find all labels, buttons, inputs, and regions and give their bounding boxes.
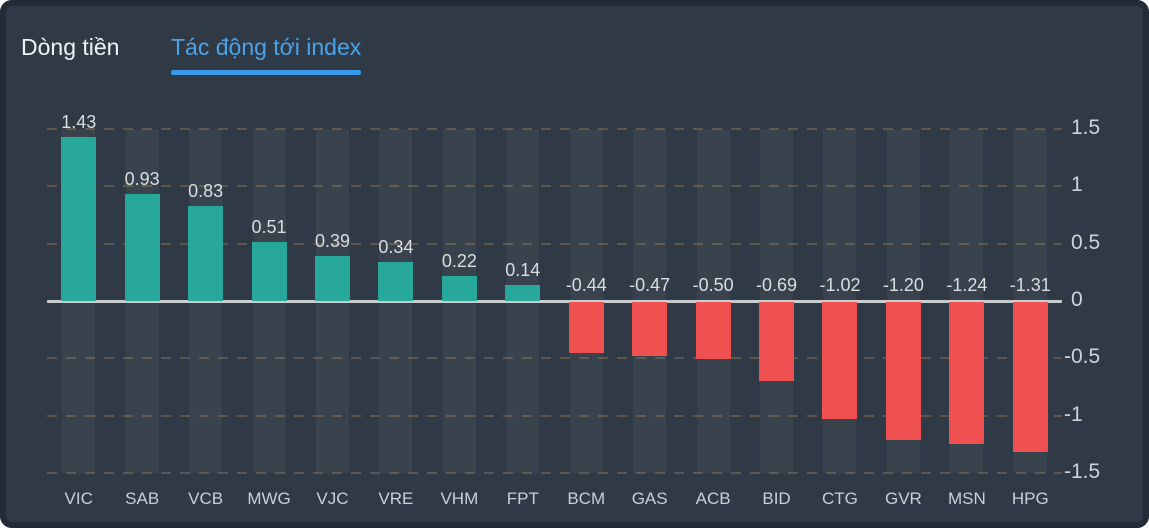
- bar-value-label: -0.44: [565, 275, 607, 295]
- bar-vjc[interactable]: [314, 256, 350, 301]
- x-axis-label: VRE: [378, 489, 414, 508]
- gridline: [47, 414, 1062, 417]
- gridline: [47, 127, 1062, 130]
- y-axis-tick-label: -1: [1064, 402, 1083, 426]
- bar-value-label: 0.22: [441, 250, 477, 271]
- bar-msn[interactable]: [949, 302, 985, 445]
- bar-value-label: -0.50: [692, 275, 734, 295]
- bar-gvr[interactable]: [885, 302, 921, 440]
- x-axis-label: BID: [762, 489, 791, 508]
- y-axis-tick-label: -0.5: [1064, 345, 1101, 369]
- bar-value-label: 1.43: [61, 111, 97, 132]
- x-axis-label: VHM: [440, 489, 479, 508]
- bar-value-label: 0.39: [314, 231, 350, 252]
- bar-hpg[interactable]: [1012, 302, 1048, 453]
- bar-vcb[interactable]: [188, 205, 224, 301]
- gridline: [47, 242, 1062, 245]
- y-axis-tick-label: 0.5: [1071, 230, 1101, 254]
- bar-value-label: -1.24: [946, 275, 988, 295]
- x-axis-label: HPG: [1011, 489, 1049, 508]
- bar-fpt[interactable]: [505, 284, 541, 301]
- tab-tac-dong-toi-index[interactable]: Tác động tới index: [171, 33, 362, 75]
- bar-value-label: 0.14: [505, 259, 541, 280]
- bar-acb[interactable]: [695, 302, 731, 360]
- x-axis-label: VIC: [64, 489, 93, 508]
- bar-value-label: 0.51: [251, 217, 287, 238]
- x-axis-label: VCB: [188, 489, 224, 508]
- bar-value-label: -0.47: [629, 275, 671, 295]
- x-axis-label: GVR: [884, 489, 922, 508]
- y-axis-tick-label: 1: [1071, 173, 1083, 197]
- y-axis-tick-label: -1.5: [1064, 460, 1101, 484]
- gridline: [47, 185, 1062, 188]
- y-axis-tick-label: 0: [1071, 288, 1083, 311]
- x-axis-label: FPT: [506, 489, 539, 508]
- x-axis-label: CTG: [822, 489, 858, 508]
- x-axis-label: BCM: [567, 489, 606, 508]
- x-axis-label: MSN: [947, 489, 986, 508]
- bar-gas[interactable]: [632, 302, 668, 356]
- bar-mwg[interactable]: [251, 242, 287, 301]
- gridline: [47, 472, 1062, 475]
- bar-vic[interactable]: [61, 136, 97, 301]
- x-axis-label: GAS: [631, 489, 668, 508]
- bar-value-label: -1.20: [882, 275, 924, 295]
- x-axis-label: VJC: [316, 489, 349, 508]
- active-tab-underline: [171, 70, 362, 75]
- zero-axis-line: [47, 300, 1062, 303]
- x-axis-label: MWG: [247, 489, 291, 508]
- bar-ctg[interactable]: [822, 302, 858, 420]
- y-axis-tick-label: 1.5: [1071, 115, 1101, 139]
- gridline: [47, 357, 1062, 360]
- bar-value-label: -0.69: [756, 275, 798, 295]
- bar-bcm[interactable]: [568, 302, 604, 353]
- bar-value-label: 0.34: [378, 236, 414, 257]
- bar-vre[interactable]: [378, 261, 414, 301]
- tab-dong-tien[interactable]: Dòng tiền: [21, 34, 120, 60]
- x-axis-label: SAB: [125, 489, 160, 508]
- bar-bid[interactable]: [759, 302, 795, 382]
- bar-value-label: -1.02: [819, 275, 861, 295]
- bar-sab[interactable]: [124, 194, 160, 301]
- bar-value-label: 0.83: [188, 180, 224, 201]
- bar-vhm[interactable]: [441, 275, 477, 301]
- tab-tac-dong-toi-index-label: Tác động tới index: [171, 34, 362, 60]
- bar-value-label: -1.31: [1009, 275, 1051, 295]
- bar-value-label: 0.93: [124, 169, 160, 190]
- x-axis-label: ACB: [695, 489, 731, 508]
